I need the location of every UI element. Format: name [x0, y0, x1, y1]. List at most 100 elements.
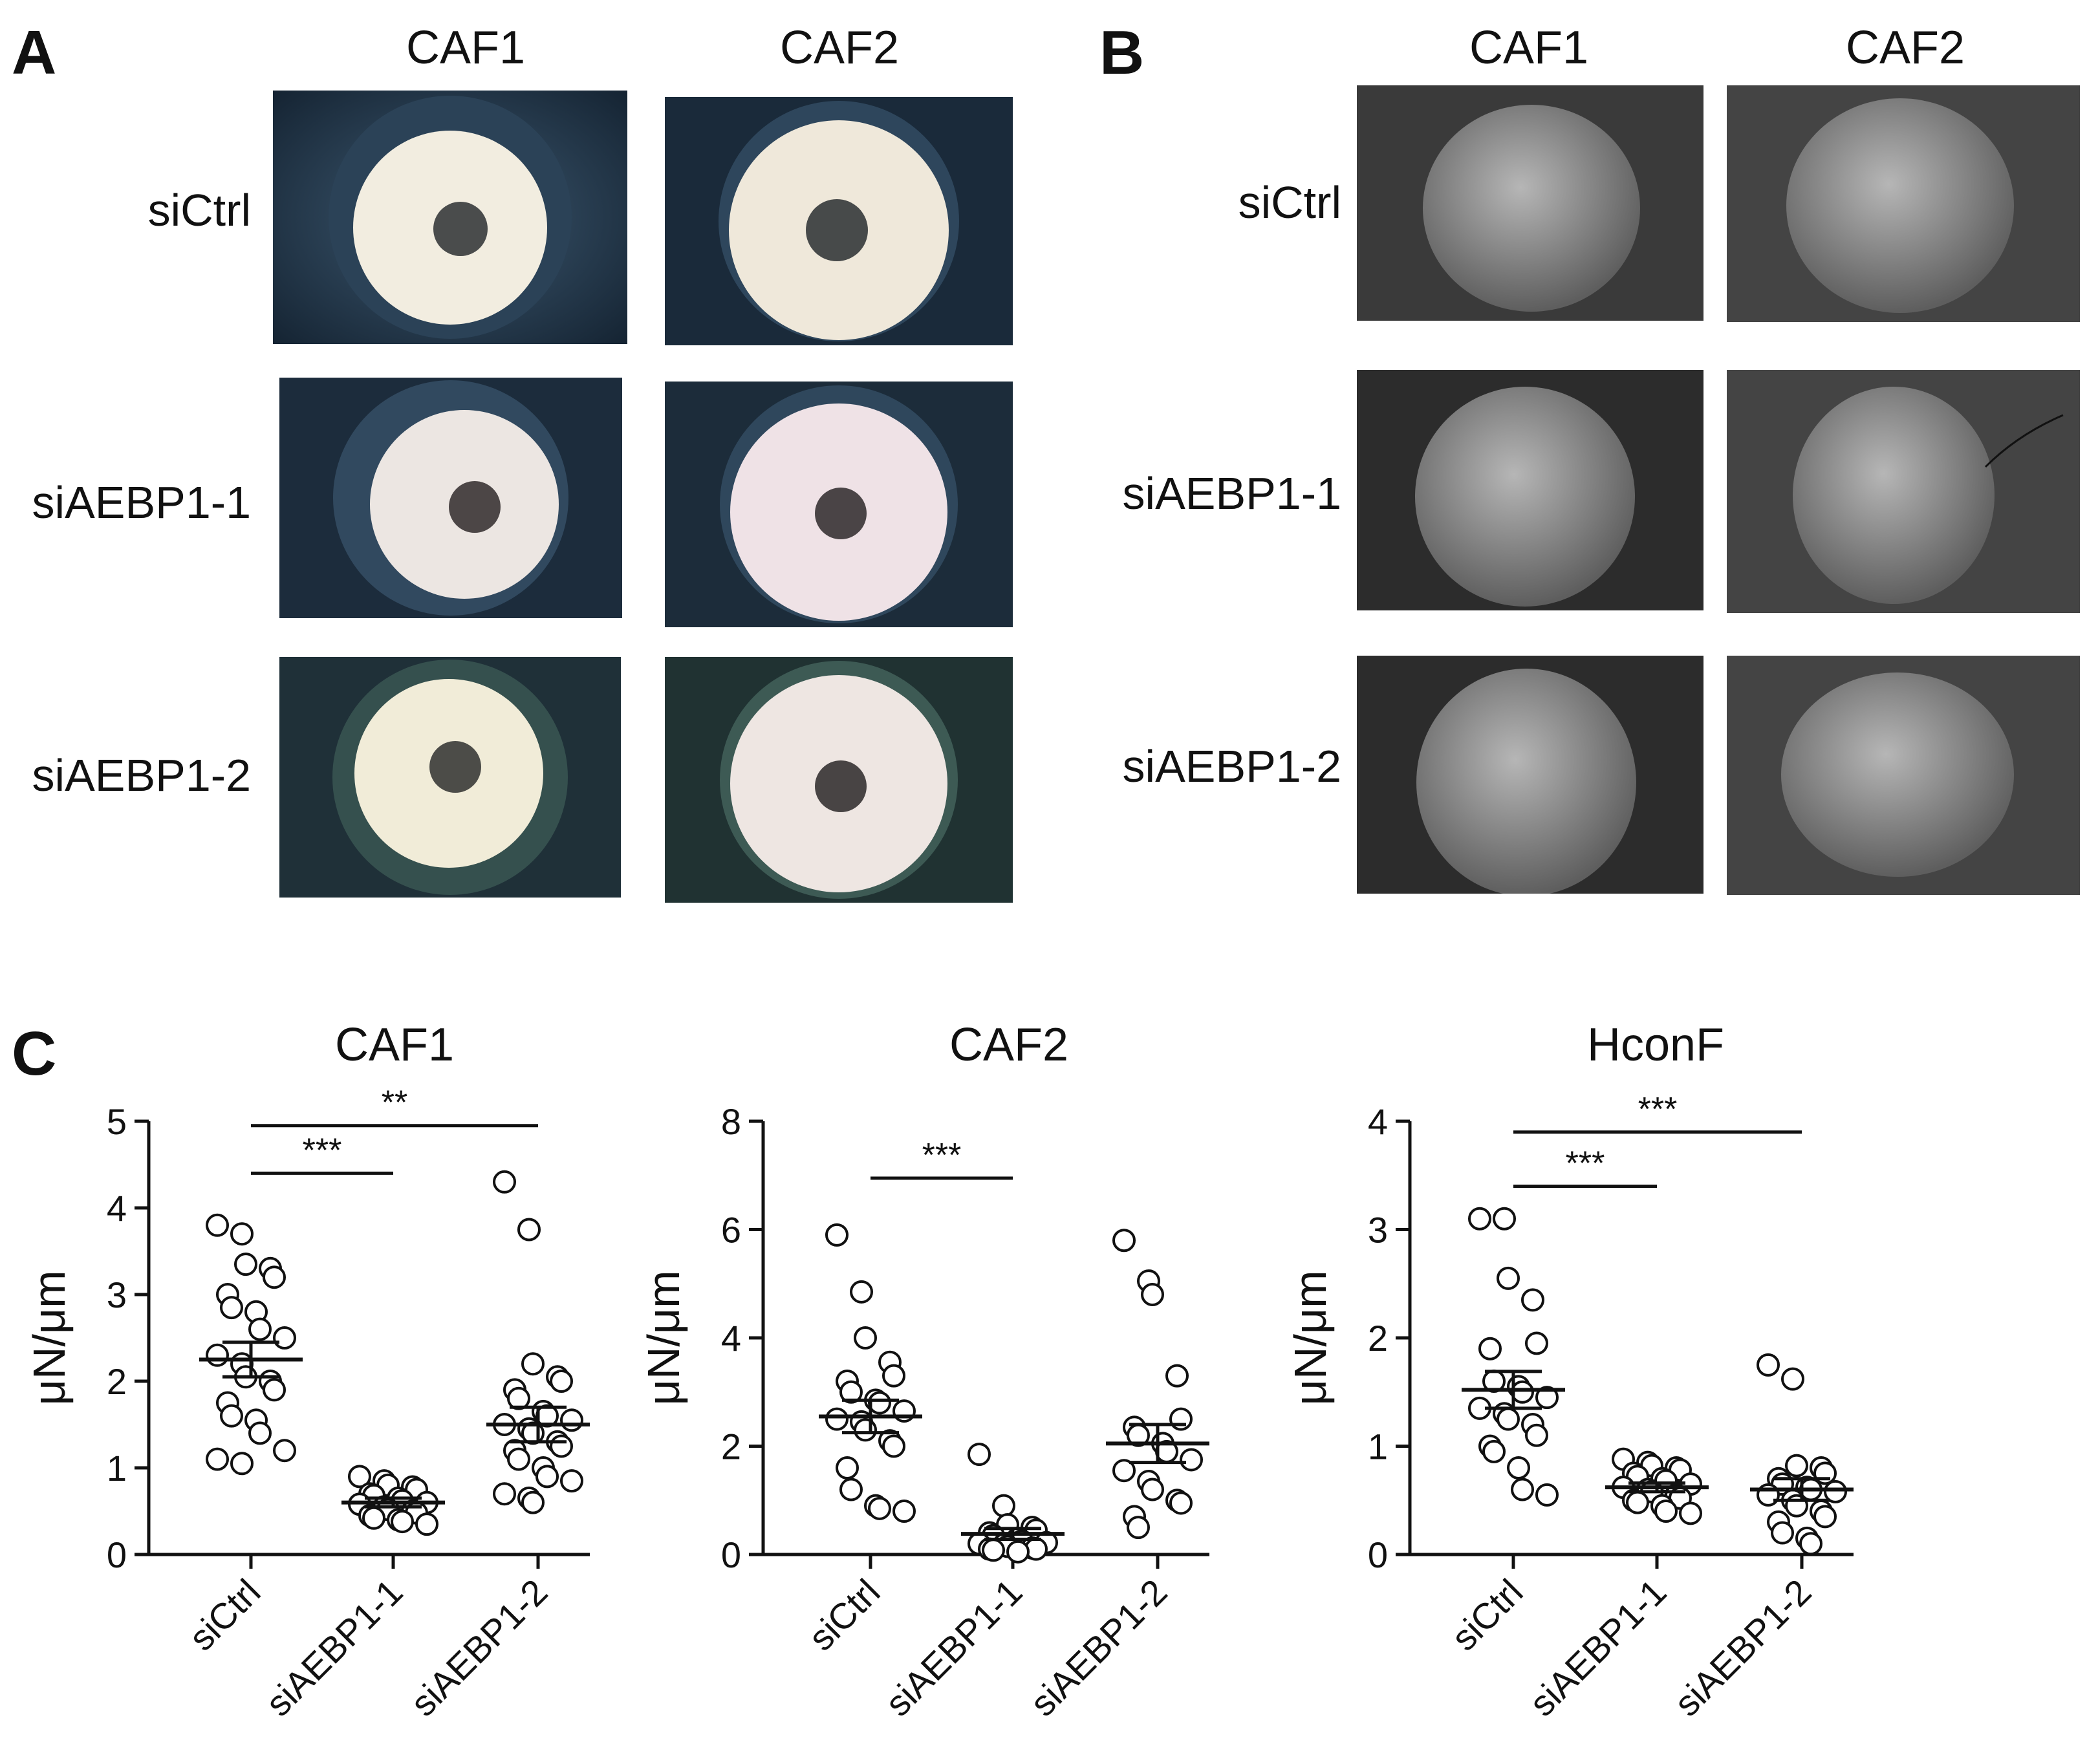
- data-point-caf2: [892, 1500, 916, 1523]
- data-point-caf1: [248, 1421, 272, 1445]
- data-point-caf2: [836, 1456, 859, 1479]
- y-tick-label-hconf: 1: [1368, 1426, 1388, 1467]
- data-point-hconf: [1785, 1454, 1808, 1478]
- data-point-caf1: [273, 1326, 296, 1350]
- light-micrograph-caf1-siaebp1-1: [279, 378, 622, 618]
- x-tick-label-caf2: siAEBP1-1: [877, 1571, 1030, 1724]
- y-tick-label-caf2: 8: [721, 1101, 741, 1142]
- data-point-caf2: [982, 1538, 1005, 1562]
- sem-micrograph-caf1-siaebp1-1: [1357, 370, 1703, 610]
- y-axis-label-caf2: μN/μm: [638, 1271, 689, 1406]
- data-point-caf1: [415, 1512, 438, 1536]
- data-point-caf1: [560, 1469, 583, 1493]
- data-point-caf1: [521, 1490, 545, 1514]
- panel-b-row-siaebp1-2: siAEBP1-2: [1122, 741, 1341, 791]
- x-tick-label-hconf: siCtrl: [1444, 1571, 1531, 1659]
- panel-a-row-sictrl: siCtrl: [147, 185, 251, 235]
- panel-b-col-caf1: CAF1: [1469, 22, 1589, 74]
- panel-b-row-siaebp1-1: siAEBP1-1: [1122, 468, 1341, 519]
- data-point-caf1: [550, 1434, 573, 1458]
- data-point-caf1: [273, 1439, 296, 1463]
- data-point-caf1: [493, 1482, 516, 1506]
- significance-label-caf1: **: [382, 1084, 407, 1122]
- data-point-caf1: [234, 1253, 257, 1276]
- data-point-caf1: [230, 1452, 254, 1476]
- x-tick-label-caf1: siAEBP1-1: [257, 1571, 410, 1724]
- panel-b-letter: B: [1099, 18, 1145, 87]
- significance-label-hconf: ***: [1638, 1091, 1678, 1128]
- data-point-caf2: [839, 1478, 863, 1501]
- data-point-caf2: [1180, 1448, 1203, 1472]
- data-point-caf1: [348, 1465, 371, 1489]
- data-point-hconf: [1535, 1483, 1559, 1507]
- y-tick-label-caf2: 0: [721, 1534, 741, 1575]
- data-point-hconf: [1771, 1521, 1794, 1545]
- x-tick-label-hconf: siAEBP1-2: [1666, 1571, 1819, 1724]
- data-point-hconf: [1525, 1423, 1548, 1447]
- data-point-caf1: [220, 1404, 243, 1428]
- light-micrograph-caf2-siaebp1-1: [665, 382, 1013, 627]
- data-point-caf2: [1006, 1540, 1030, 1564]
- data-point-caf2: [1127, 1516, 1150, 1540]
- data-point-hconf: [1497, 1266, 1520, 1290]
- data-point-caf1: [560, 1408, 583, 1432]
- data-point-caf2: [825, 1407, 849, 1431]
- data-point-caf1: [206, 1447, 229, 1471]
- panel-a-row-siaebp1-2: siAEBP1-2: [32, 750, 251, 801]
- light-micrograph-caf1-sictrl: [273, 91, 627, 344]
- data-point-caf1: [391, 1510, 414, 1534]
- y-tick-label-caf1: 1: [107, 1448, 127, 1489]
- x-tick-label-caf2: siAEBP1-2: [1022, 1571, 1174, 1724]
- data-point-caf1: [517, 1218, 541, 1242]
- data-point-hconf: [1824, 1479, 1847, 1503]
- data-point-caf2: [1169, 1407, 1193, 1431]
- chart-title-hconf: HconF: [1587, 1019, 1724, 1071]
- data-point-caf1: [230, 1222, 254, 1246]
- data-point-hconf: [1468, 1207, 1491, 1231]
- data-point-hconf: [1535, 1386, 1559, 1410]
- sem-micrograph-caf1-sictrl: [1357, 85, 1703, 321]
- significance-label-caf1: ***: [303, 1132, 342, 1169]
- y-tick-label-hconf: 2: [1368, 1318, 1388, 1359]
- sem-micrograph-caf1-siaebp1-2: [1357, 656, 1703, 894]
- data-point-caf1: [362, 1506, 385, 1530]
- data-point-caf1: [493, 1170, 516, 1194]
- data-point-caf2: [854, 1326, 877, 1350]
- sem-micrograph-caf2-siaebp1-1: [1727, 370, 2080, 613]
- data-point-hconf: [1482, 1439, 1506, 1463]
- y-tick-label-caf1: 3: [107, 1275, 127, 1315]
- y-tick-label-caf1: 0: [107, 1534, 127, 1575]
- data-point-hconf: [1813, 1505, 1837, 1529]
- data-point-hconf: [1525, 1331, 1548, 1355]
- light-micrograph-caf2-sictrl: [665, 97, 1013, 345]
- significance-label-caf2: ***: [922, 1137, 962, 1174]
- data-point-caf2: [854, 1418, 877, 1442]
- data-point-caf2: [1141, 1283, 1164, 1306]
- data-point-hconf: [1521, 1288, 1544, 1312]
- data-point-caf1: [220, 1296, 243, 1320]
- y-tick-label-caf1: 4: [107, 1188, 127, 1229]
- data-point-caf1: [248, 1317, 272, 1341]
- data-point-hconf: [1478, 1337, 1502, 1361]
- panel-c-letter: C: [12, 1019, 57, 1088]
- y-tick-label-caf1: 5: [107, 1101, 127, 1142]
- data-point-caf1: [507, 1447, 530, 1471]
- sem-micrograph-caf2-sictrl: [1727, 85, 2080, 322]
- data-point-caf1: [263, 1265, 286, 1289]
- panel-c-charts: CAF1012345μN/μmsiCtrlsiAEBP1-1siAEBP1-2*…: [24, 1019, 1854, 1724]
- data-point-caf2: [839, 1380, 863, 1404]
- panel-a-col-caf1: CAF1: [406, 22, 526, 74]
- data-point-hconf: [1511, 1478, 1534, 1501]
- chart-title-caf1: CAF1: [335, 1019, 454, 1071]
- light-micrograph-caf1-siaebp1-2: [279, 657, 621, 898]
- data-point-hconf: [1511, 1380, 1534, 1404]
- data-point-hconf: [1493, 1207, 1516, 1231]
- y-tick-label-hconf: 4: [1368, 1101, 1388, 1142]
- y-tick-label-caf1: 2: [107, 1361, 127, 1402]
- panel-b-row-sictrl: siCtrl: [1238, 177, 1341, 228]
- data-point-hconf: [1626, 1490, 1649, 1514]
- panel-a-col-caf2: CAF2: [779, 22, 900, 74]
- data-point-caf2: [1169, 1491, 1193, 1515]
- y-axis-label-caf1: μN/μm: [24, 1271, 74, 1406]
- data-point-hconf: [1799, 1532, 1822, 1556]
